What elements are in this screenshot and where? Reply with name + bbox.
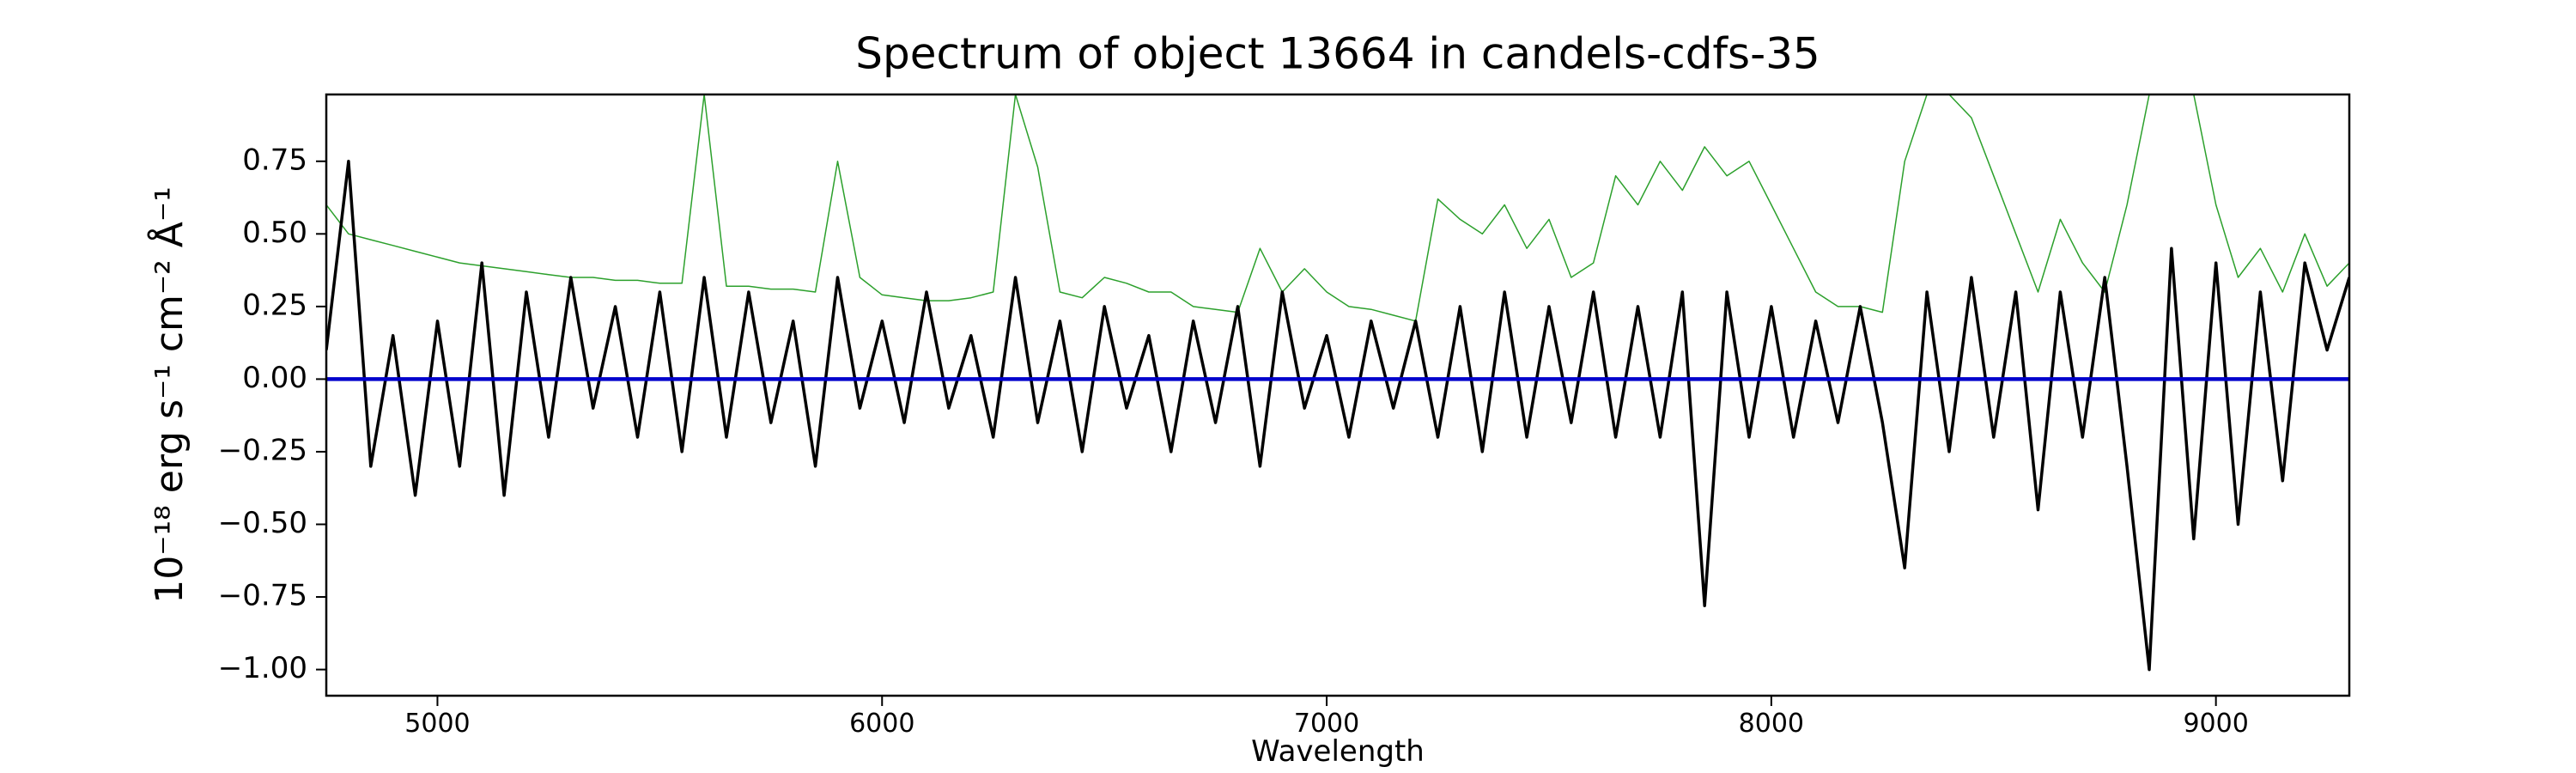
spectrum-line <box>326 160 2349 672</box>
y-tick-label: 0.00 <box>242 361 307 395</box>
x-tick-label: 7000 <box>1294 709 1359 739</box>
x-tick-label: 6000 <box>849 709 914 739</box>
y-tick-label: 0.75 <box>242 143 307 177</box>
y-tick-label: −0.75 <box>218 579 307 613</box>
y-tick-label: −0.25 <box>218 433 307 467</box>
plot-lines <box>326 94 2349 672</box>
x-tick-label: 5000 <box>404 709 470 739</box>
plot-frame <box>325 93 2351 697</box>
y-tick-label: −0.50 <box>218 506 307 540</box>
spectrum-line <box>326 94 2349 322</box>
y-tick-label: 0.25 <box>242 288 307 322</box>
x-tick-label: 9000 <box>2183 709 2248 739</box>
y-axis-label: 10⁻¹⁸ erg s⁻¹ cm⁻² Å⁻¹ <box>146 186 191 603</box>
chart-title: Spectrum of object 13664 in candels-cdfs… <box>855 29 1820 79</box>
y-tick-label: 0.50 <box>242 216 307 250</box>
x-tick-label: 8000 <box>1739 709 1804 739</box>
x-axis-label: Wavelength <box>1251 734 1425 769</box>
y-tick-label: −1.00 <box>218 651 307 685</box>
